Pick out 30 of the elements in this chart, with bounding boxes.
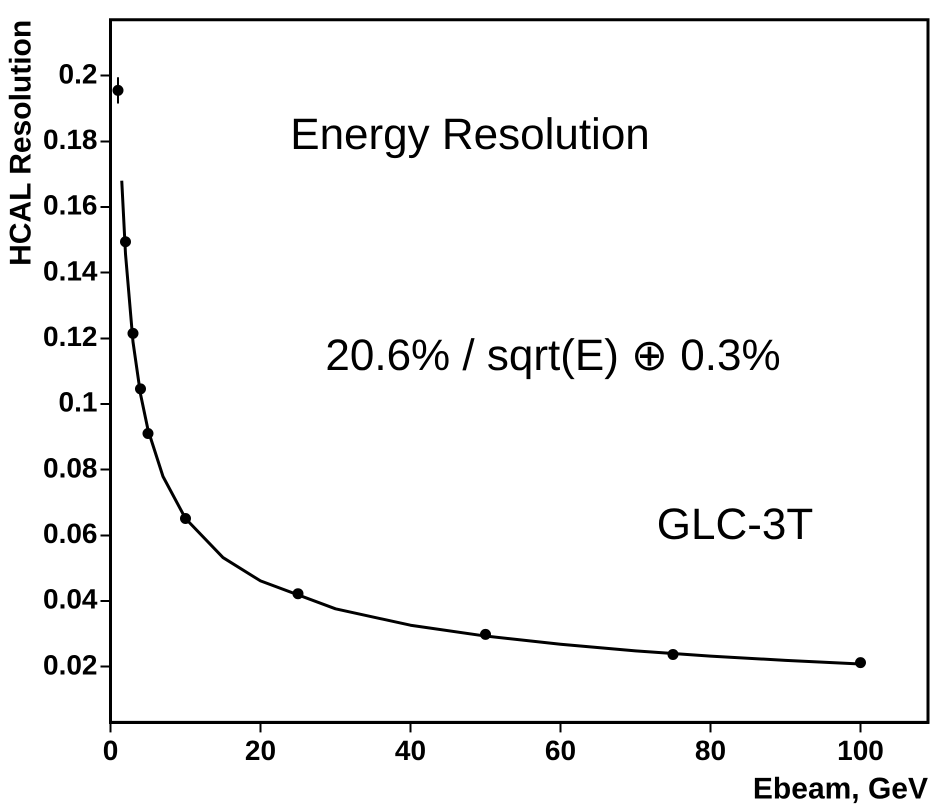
y-axis-title: HCAL Resolution (4, 20, 38, 266)
point (134, 383, 146, 394)
x-tick-label: 20 (244, 734, 276, 766)
x-axis-title: Ebeam, GeV (752, 772, 928, 806)
y-tick-label: 0.14 (42, 255, 98, 286)
y-tick-label: 0.1 (58, 386, 98, 418)
y-tick-label: 0.08 (42, 452, 98, 484)
y-tick-label: 0.04 (42, 584, 98, 615)
point (180, 513, 191, 524)
point (292, 588, 304, 600)
x-tick-label: 0 (102, 734, 118, 766)
y-tick-label: 0.12 (42, 320, 98, 352)
point (668, 648, 678, 660)
y-tick-label: 0.18 (42, 124, 98, 155)
x-tick-label: 60 (544, 734, 576, 766)
y-tick-label: 0.16 (42, 190, 98, 221)
point (127, 328, 138, 339)
point (480, 628, 491, 640)
y-tick-label: 0.06 (42, 518, 98, 549)
point (142, 428, 154, 439)
y-tick-label: 0.2 (58, 58, 98, 90)
x-tick-label: 40 (394, 734, 426, 766)
x-tick-label: 100 (837, 734, 884, 766)
x-tick-label: 80 (694, 734, 726, 766)
annotation: Energy Resolution (290, 110, 650, 160)
annotation: GLC-3T (656, 500, 814, 550)
annotation: 20.6% / sqrt(E) ⊕ 0.3% (325, 330, 781, 381)
point (855, 657, 866, 668)
point (120, 236, 131, 248)
y-tick-label: 0.02 (42, 649, 98, 680)
